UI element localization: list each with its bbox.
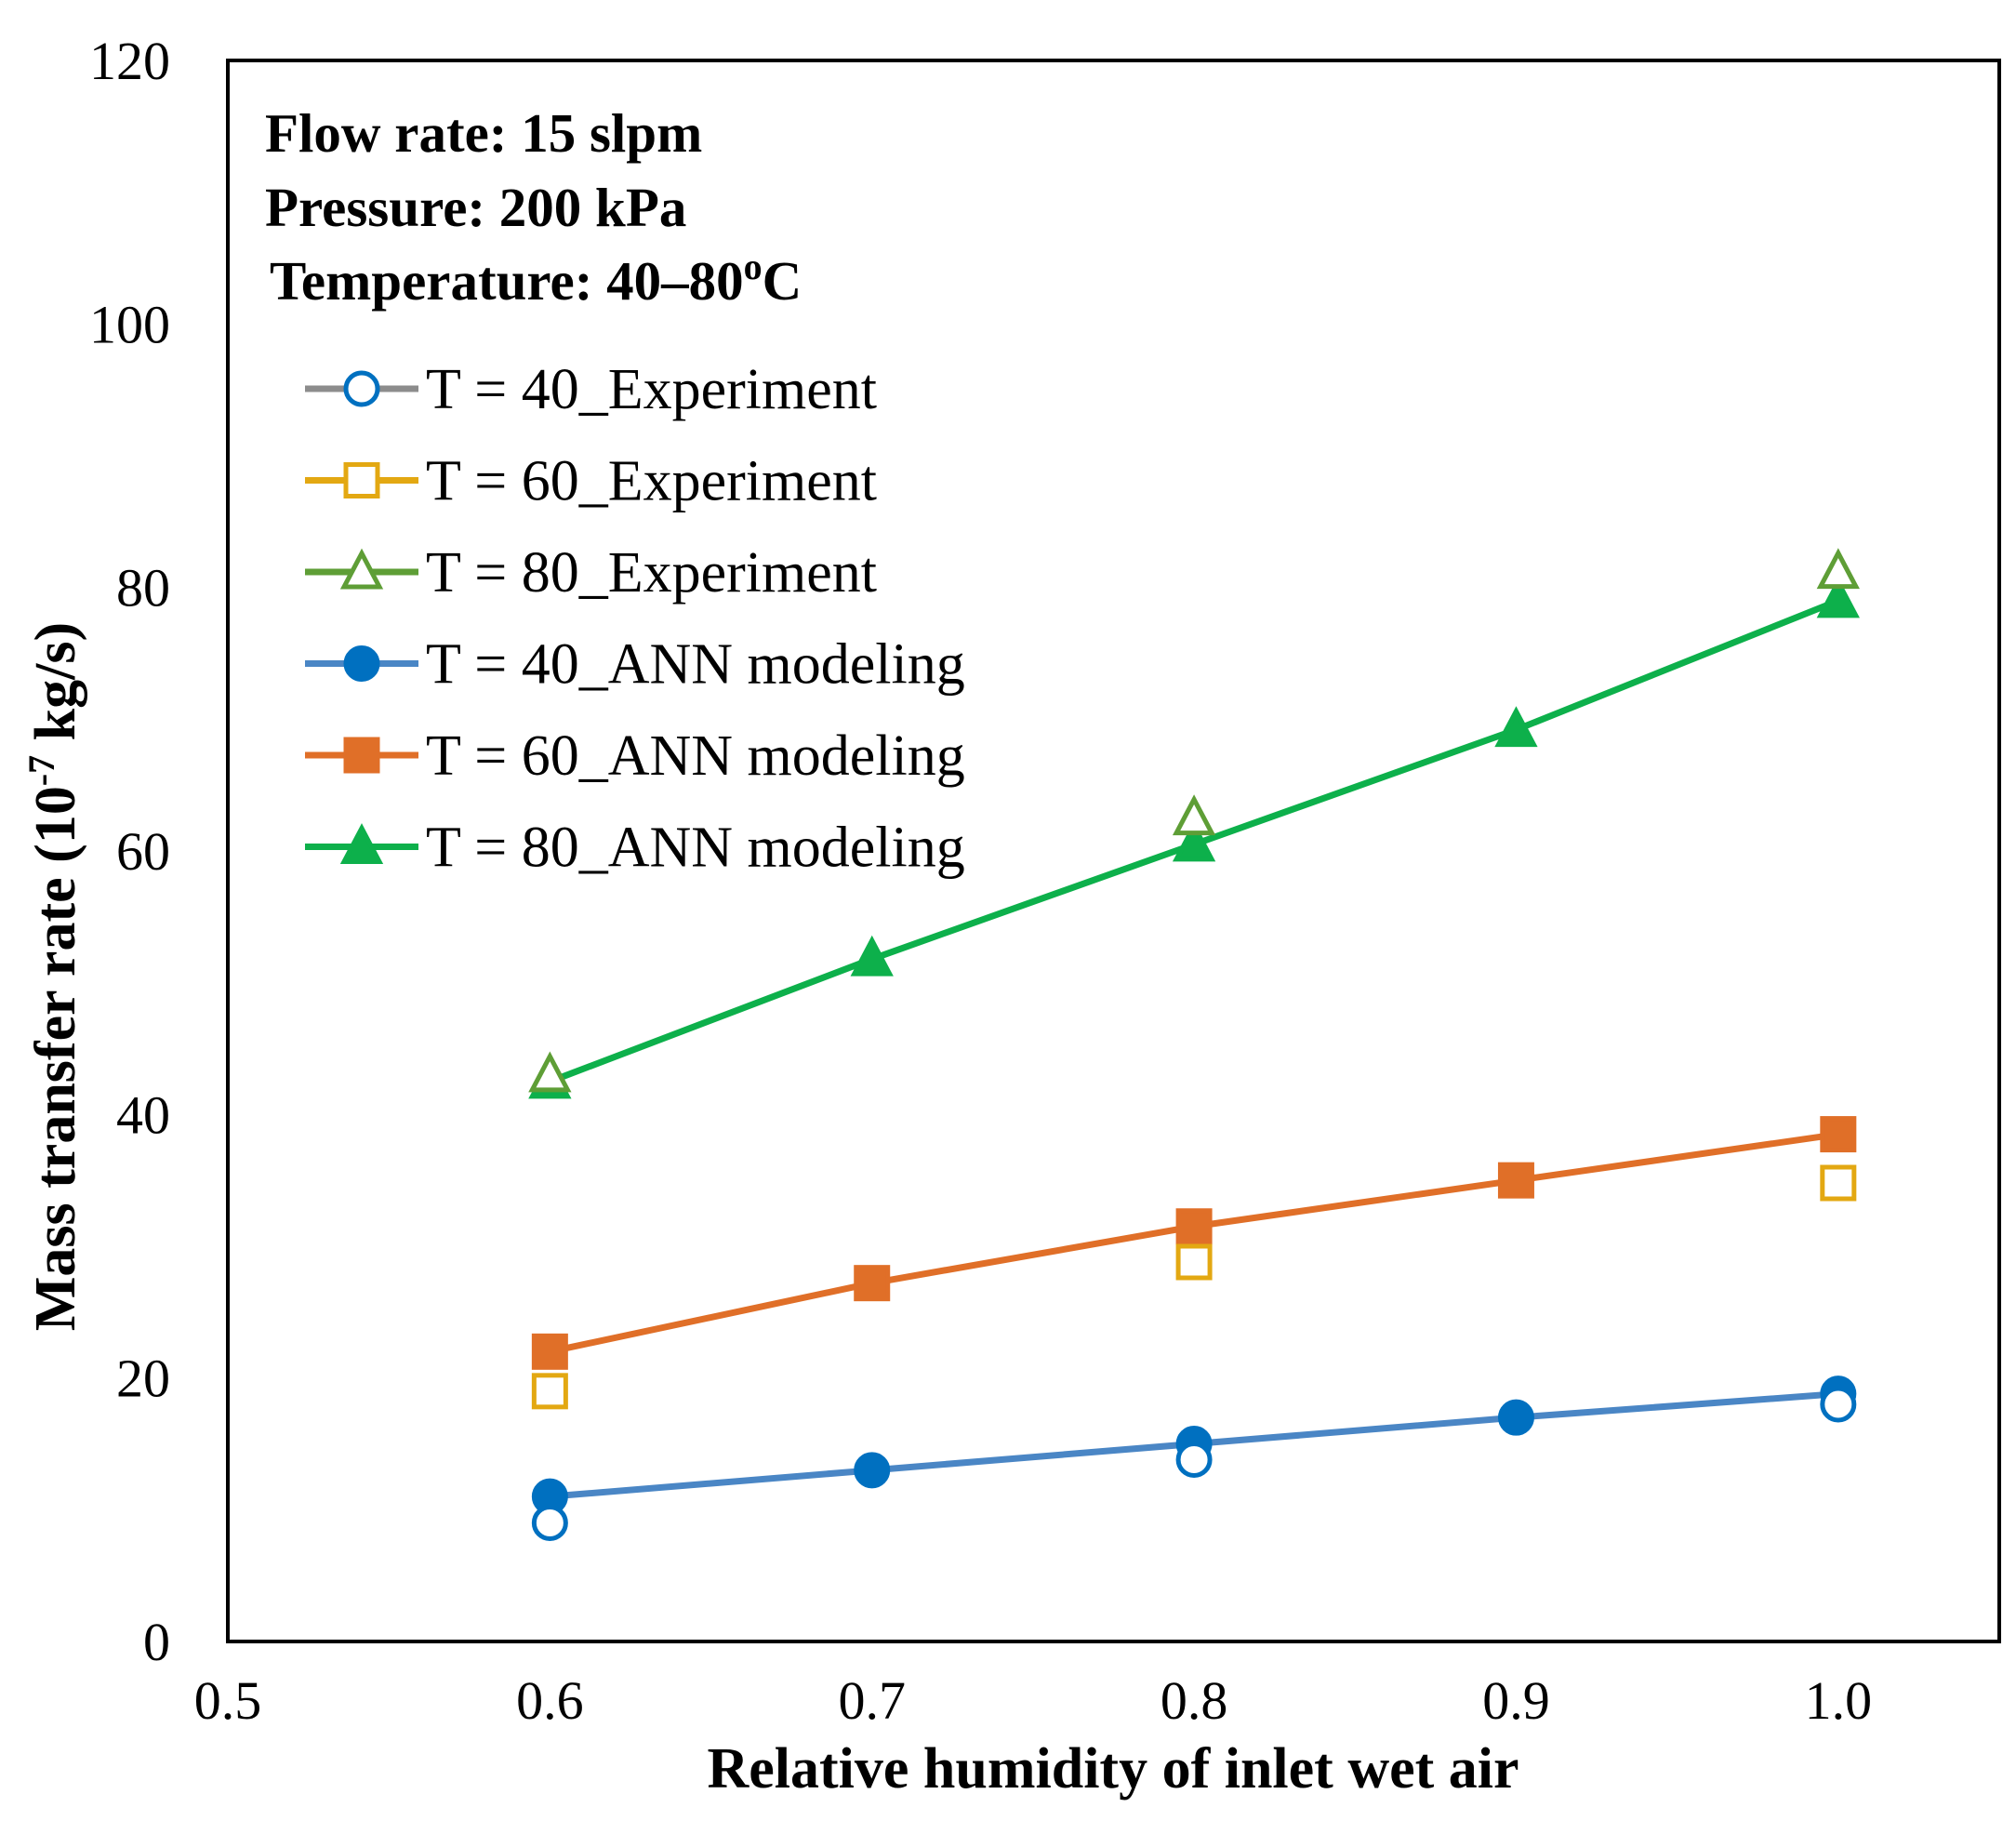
legend-label: T = 40_Experiment [426, 358, 877, 421]
legend-item: T = 40_Experiment [305, 358, 877, 421]
y-tick-label: 100 [89, 294, 170, 354]
data-point [854, 1452, 891, 1489]
data-point [1172, 820, 1216, 862]
y-tick-label: 20 [116, 1349, 170, 1409]
data-point [1816, 577, 1860, 618]
y-tick-label: 80 [116, 558, 170, 618]
legend: T = 40_Experiment T = 60_Experiment T = 80… [305, 358, 965, 880]
series-t-40-experiment [531, 1386, 1857, 1541]
data-point [1175, 1243, 1213, 1281]
legend-marker [343, 645, 380, 682]
y-tick-label: 120 [89, 31, 170, 91]
y-tick-label: 40 [116, 1084, 170, 1145]
annotation-temperature: Temperature: 40–80oC [270, 246, 802, 312]
legend-item: T = 80_Experiment [305, 541, 877, 605]
data-point [850, 935, 894, 977]
legend-marker [343, 462, 380, 498]
annotation-temperature-main: Temperature: 40–80 [270, 250, 744, 312]
legend-item: T = 40_ANN modeling [305, 633, 965, 697]
data-point [1172, 794, 1216, 836]
x-tick-label: 0.8 [1161, 1670, 1228, 1731]
y-axis-title-exponent: -7 [20, 755, 62, 786]
legend-item: T = 60_Experiment [305, 450, 877, 513]
series-t-60-experiment [531, 1164, 1857, 1410]
legend-label: T = 60_Experiment [426, 450, 877, 513]
data-point [1820, 1386, 1857, 1423]
annotation-temperature-unit: C [763, 250, 802, 312]
series-t-80-ann-modeling [528, 577, 1860, 1099]
legend-label: T = 60_ANN modeling [426, 724, 965, 788]
y-tick-label: 60 [116, 821, 170, 882]
data-point [1820, 1164, 1857, 1202]
legend-item: T = 80_ANN modeling [305, 817, 965, 880]
legend-marker [339, 823, 384, 864]
data-point [1175, 1208, 1213, 1245]
data-point [531, 1505, 568, 1541]
x-axis-title: Relative humidity of inlet wet air [707, 1737, 1519, 1801]
legend-marker [343, 370, 380, 407]
data-point [1497, 1162, 1534, 1199]
data-point [1816, 548, 1860, 590]
x-tick-label: 0.5 [194, 1670, 262, 1731]
data-point [1497, 1399, 1534, 1436]
plot-frame [226, 59, 2001, 1643]
legend-marker [339, 548, 384, 590]
series-t-60-ann-modeling [531, 1116, 1857, 1370]
y-axis-title: Mass transfer rate (10-7 kg/s) [20, 622, 87, 1331]
annotation-flow-rate: Flow rate: 15 slpm [265, 102, 702, 164]
legend-label: T = 40_ANN modeling [426, 633, 965, 697]
x-tick-label: 0.6 [516, 1670, 584, 1731]
y-axis-title-unit: kg/s) [24, 622, 87, 755]
y-tick-label: 0 [143, 1612, 170, 1672]
annotation-temperature-superscript: o [744, 246, 763, 287]
annotation-pressure: Pressure: 200 kPa [265, 177, 686, 238]
data-point [531, 1333, 568, 1370]
x-tick-label: 0.9 [1482, 1670, 1550, 1731]
data-point [531, 1373, 568, 1410]
data-point [1494, 706, 1538, 748]
data-point [1820, 1116, 1857, 1153]
data-point [528, 1051, 572, 1093]
ticks-layer: 0.5 0.6 0.7 0.8 0.9 1.0 0 20 40 60 80 100 120 [89, 31, 1872, 1731]
series-layer [528, 548, 1860, 1541]
data-point [1175, 1442, 1213, 1478]
x-tick-label: 1.0 [1805, 1670, 1873, 1731]
data-point [854, 1265, 891, 1302]
legend-item: T = 60_ANN modeling [305, 724, 965, 788]
series-t-80-experiment [528, 548, 1860, 1093]
legend-label: T = 80_Experiment [426, 541, 877, 605]
legend-marker [343, 737, 380, 774]
y-axis-title-main: Mass transfer rate (10 [24, 786, 87, 1331]
x-tick-label: 0.7 [838, 1670, 906, 1731]
legend-label: T = 80_ANN modeling [426, 817, 965, 880]
